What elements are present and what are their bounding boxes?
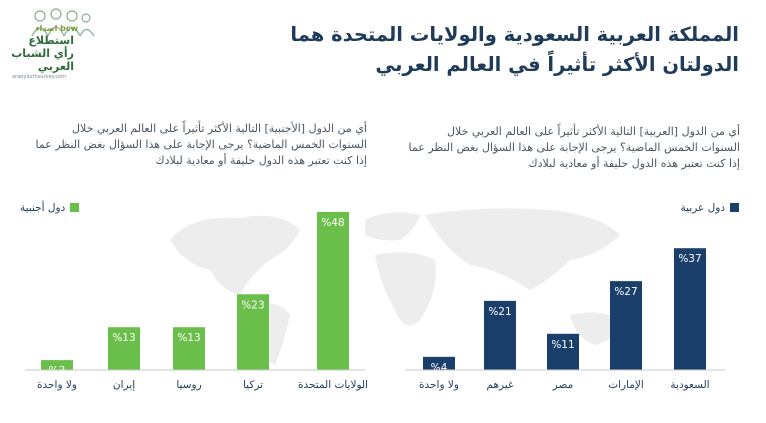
logo-brand: اصداء bcw [35,24,78,33]
bar-foreign-2 [173,327,205,370]
title-line-2: الدولتان الأكثر تأثيراً في العالم العربي [375,53,739,76]
bar-arab-0 [674,248,706,370]
category-label-arab-2: مصر [552,379,574,391]
legend-swatch-foreign [70,203,80,212]
bar-foreign-0 [317,212,349,370]
bar-foreign-4 [41,360,73,370]
youth-silhouettes-icon [31,8,95,37]
legend-label-foreign: دول أجنبية [20,202,66,214]
logo-line-3: العربي [37,60,74,73]
logo-line-1: استطلاع [28,34,74,47]
logo-url: arabyouthsurvey.com [12,74,67,80]
legend-foreign-countries: دول أجنبية [20,202,80,214]
value-label-arab-0: %37 [678,253,701,265]
bar-arab-4 [423,356,455,370]
logo-line-2: رأي الشباب [11,47,74,60]
title-line-1: المملكة العربية السعودية والولايات المتح… [290,23,739,46]
bar-foreign-1 [237,294,269,370]
category-label-foreign-2: روسيا [176,379,201,391]
question-foreign-countries: أي من الدول [الأجنبية] التالية الأكثر تأ… [35,122,367,167]
category-label-arab-0: السعودية [670,379,709,391]
arab-youth-survey-logo: اصداء bcw استطلاع رأي الشباب العربي arab… [8,6,100,84]
value-label-foreign-1: %23 [241,299,264,311]
category-label-arab-3: غيرهم [487,379,514,391]
bar-foreign-3 [108,327,140,370]
category-label-foreign-1: تركيا [243,379,263,391]
legend-swatch-arab [730,203,739,212]
legend-label-arab: دول عربية [680,202,726,214]
category-label-arab-1: الإمارات [608,379,644,391]
bar-arab-2 [547,333,579,370]
value-label-arab-1: %27 [614,286,637,298]
bar-arab-3 [484,300,516,370]
bar-arab-1 [610,281,642,370]
value-label-foreign-2: %13 [177,332,200,344]
legend-arab-countries: دول عربية [680,202,739,214]
category-label-foreign-0: الولايات المتحدة [298,379,368,391]
category-label-foreign-3: إيران [113,379,135,391]
category-label-arab-4: ولا واحدة [419,379,459,391]
category-label-foreign-4: ولا واحدة [37,379,77,391]
value-label-arab-2: %11 [551,339,574,351]
value-label-arab-3: %21 [488,306,511,318]
value-label-foreign-3: %13 [112,332,135,344]
value-label-arab-4: %4 [431,362,448,374]
value-label-foreign-0: %48 [321,217,344,229]
page-title: المملكة العربية السعودية والولايات المتح… [219,20,739,80]
question-arab-countries: أي من الدول [العربية] التالية الأكثر تأث… [408,125,740,170]
value-label-foreign-4: %3 [49,365,66,377]
world-map-background [170,208,620,365]
